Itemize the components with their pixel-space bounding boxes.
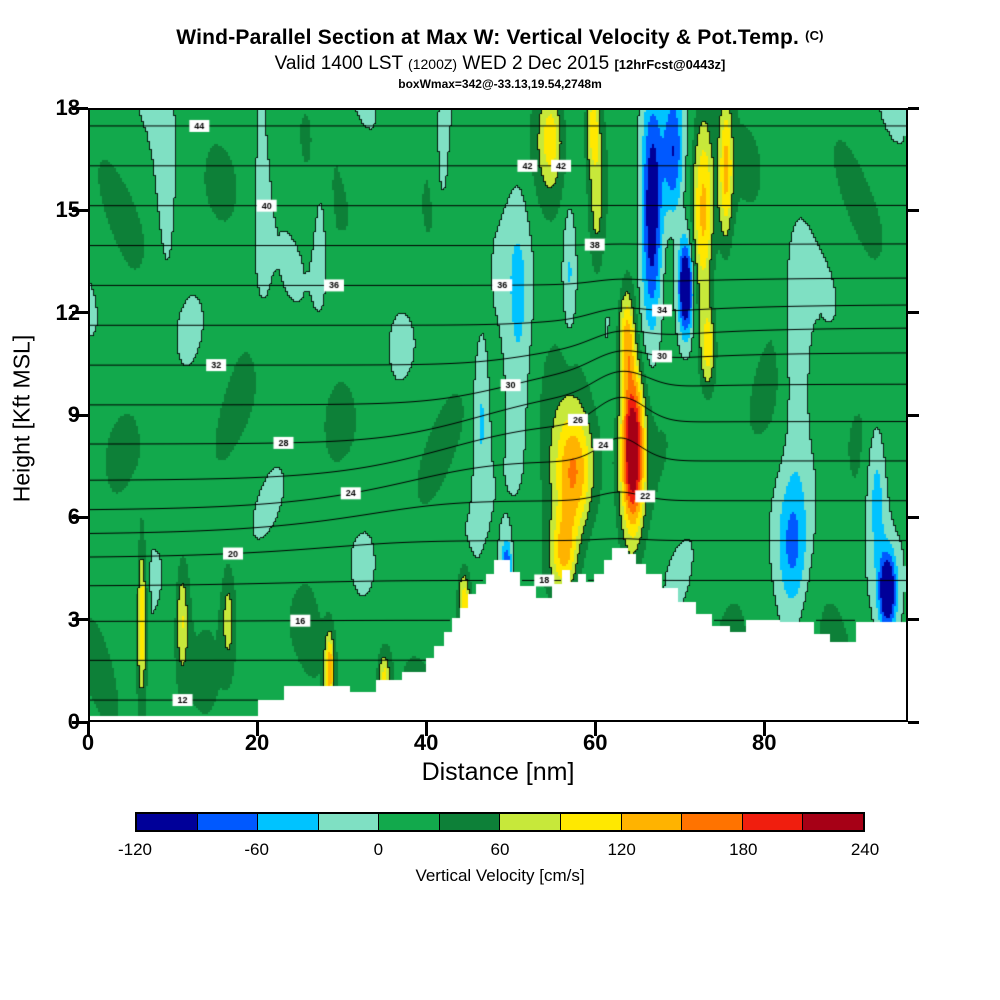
y-tick-mark (72, 106, 88, 110)
colorbar-segment (379, 814, 440, 830)
y-tick-mark (72, 618, 88, 622)
x-axis-label: Distance [nm] (421, 758, 575, 786)
colorbar-segment (561, 814, 622, 830)
colorbar-segment (500, 814, 562, 830)
y-tick-mark-right (908, 208, 919, 212)
forecast-tag: [12hrFcst@0443z] (614, 57, 726, 72)
colorbar-label: Vertical Velocity [cm/s] (415, 866, 585, 885)
x-tick-mark (424, 722, 428, 736)
colorbar-tick-label: 0 (373, 840, 384, 859)
colorbar-segment (621, 814, 683, 830)
colorbar-tick-label: 60 (490, 840, 510, 859)
y-tick-mark-right (908, 106, 919, 110)
colorbar-tick-label: 180 (729, 840, 758, 859)
x-tick-mark (86, 722, 90, 736)
y-tick-mark-right (908, 311, 919, 315)
chart-title-text: Wind-Parallel Section at Max W: Vertical… (176, 26, 800, 49)
colorbar-segment (197, 814, 259, 830)
colorbar-tick-label: -60 (244, 840, 269, 859)
y-tick-mark (72, 208, 88, 212)
y-tick-mark-right (908, 618, 919, 622)
chart-title-units: (C) (805, 28, 824, 43)
x-tick-mark (593, 722, 597, 736)
colorbar-segment (803, 814, 863, 830)
y-tick-mark (72, 413, 88, 417)
boxwmax-annotation: boxWmax=342@-33.13,19.54,2748m (398, 77, 602, 91)
colorbar-segment (258, 814, 319, 830)
valid-date: WED 2 Dec 2015 (462, 53, 610, 74)
colorbar-tick-label: -120 (117, 840, 153, 859)
chart-title: Wind-Parallel Section at Max W: Vertical… (0, 26, 1000, 50)
x-tick-mark (762, 722, 766, 736)
y-tick-mark (72, 311, 88, 315)
colorbar-segment (318, 814, 380, 830)
y-tick-mark-right (908, 413, 919, 417)
x-tick-mark (255, 722, 259, 736)
x-tick-label: 0 (81, 730, 95, 755)
cross-section-plot (88, 108, 908, 722)
chart-subtitle: Valid 1400 LST (1200Z) WED 2 Dec 2015 [1… (0, 53, 1000, 75)
y-axis-label: Height [Kft MSL] (8, 334, 35, 503)
colorbar-tick-label: 240 (850, 840, 880, 859)
y-tick-mark-right (908, 515, 919, 519)
colorbar-segment (439, 814, 501, 830)
y-tick-mark (72, 720, 88, 724)
zulu-time: (1200Z) (408, 56, 458, 72)
colorbar (135, 812, 865, 832)
colorbar-tick-label: 120 (607, 840, 636, 859)
y-tick-mark-right (908, 720, 919, 724)
cross-section-canvas (90, 110, 906, 720)
colorbar-segment (742, 814, 804, 830)
colorbar-segment (682, 814, 743, 830)
colorbar-segment (137, 814, 198, 830)
y-tick-mark (72, 515, 88, 519)
valid-time: Valid 1400 LST (274, 53, 403, 74)
